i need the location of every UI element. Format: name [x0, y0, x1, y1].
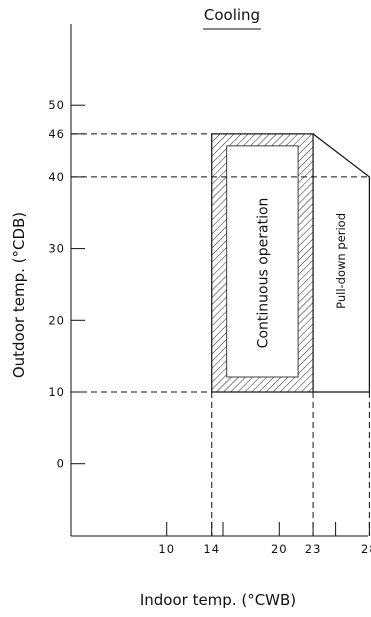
- x-axis-title: Indoor temp. (°CWB): [140, 591, 296, 609]
- reference-lines: [71, 133, 370, 536]
- y-tick-label-50: 50: [48, 98, 65, 112]
- x-tick-label-14: 14: [203, 542, 220, 556]
- chart-title: Cooling: [204, 6, 260, 24]
- region-continuous-hatch: [211, 133, 314, 392]
- region-label-pulldown: Pull-down period: [334, 213, 348, 309]
- y-tick-label-30: 30: [48, 242, 65, 256]
- region-continuous-inner: [226, 145, 299, 378]
- y-axis-title: Outdoor temp. (°CDB): [10, 212, 28, 378]
- x-tick-label-10: 10: [158, 542, 175, 556]
- axes: [70, 24, 368, 537]
- region-continuous-border: [211, 133, 314, 393]
- region-label-continuous: Continuous operation: [255, 198, 271, 349]
- ticks: 0102030404650101420232830: [48, 98, 371, 556]
- y-tick-label-40: 40: [48, 170, 65, 184]
- x-tick-label-20: 20: [271, 542, 288, 556]
- regions: [211, 133, 370, 393]
- y-tick-label-0: 0: [57, 457, 65, 471]
- y-tick-label-10: 10: [48, 385, 65, 399]
- x-tick-label-23: 23: [305, 542, 322, 556]
- region-pulldown-border: [312, 133, 370, 393]
- y-tick-label-20: 20: [48, 313, 65, 327]
- x-tick-label-28: 28: [361, 542, 371, 556]
- region-labels: Continuous operation Pull-down period: [255, 198, 348, 349]
- y-tick-label-46: 46: [48, 127, 65, 141]
